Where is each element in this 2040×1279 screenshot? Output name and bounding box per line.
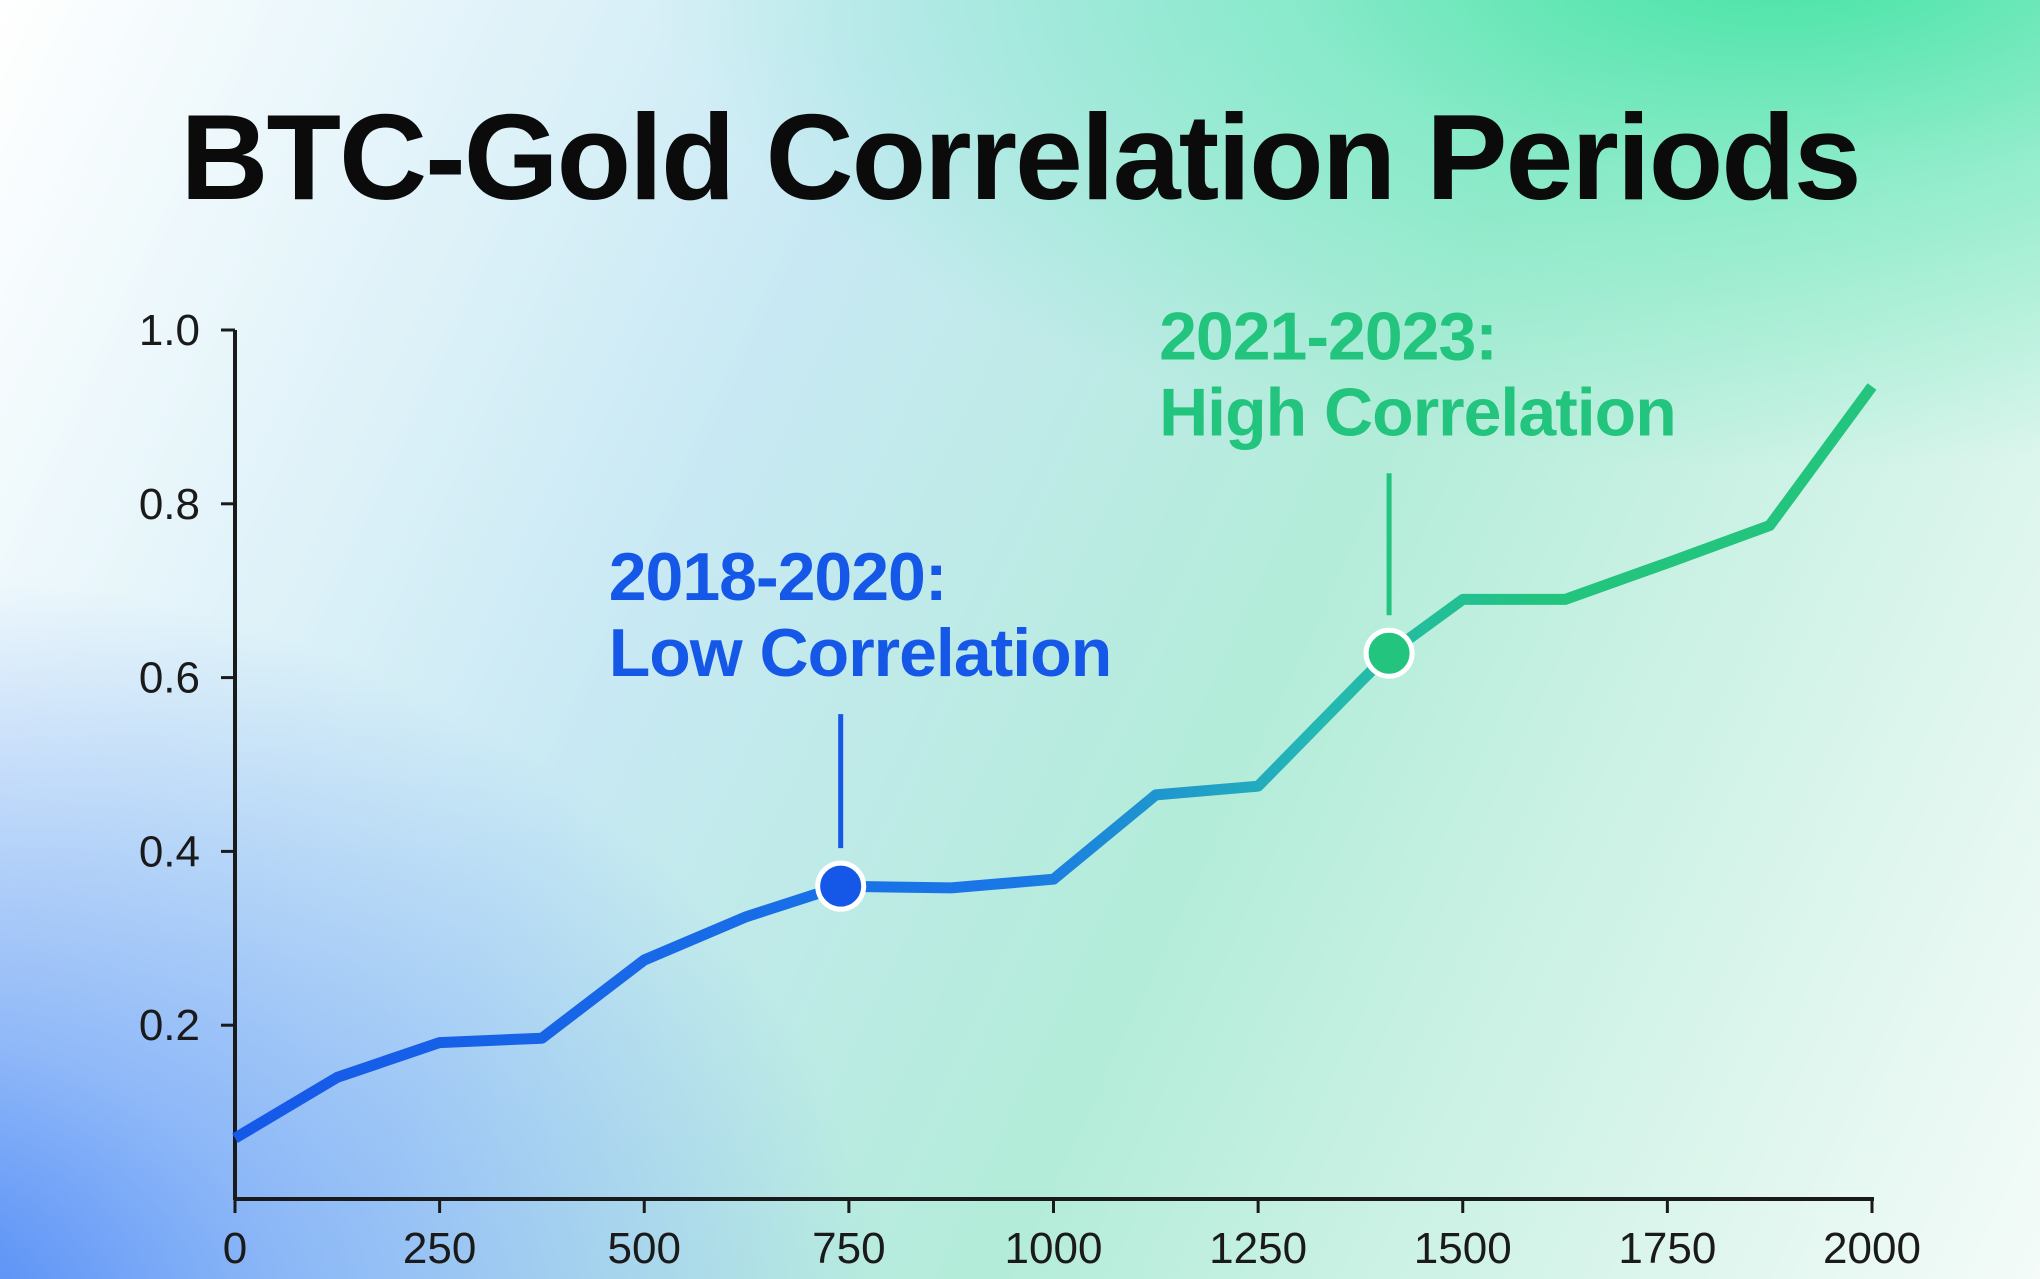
annotation-label: Low Correlation	[609, 615, 1112, 691]
y-tick-label: 1.0	[139, 306, 200, 355]
x-tick-label: 250	[403, 1224, 476, 1273]
series-layer	[232, 383, 1877, 1143]
y-tick-label: 0.6	[139, 654, 200, 703]
chart-title: BTC-Gold Correlation Periods	[180, 89, 1861, 225]
annotation-period: 2018-2020:	[609, 539, 947, 615]
x-tick-label: 1250	[1209, 1224, 1307, 1273]
y-tick-label: 0.4	[139, 827, 200, 876]
x-tick-label: 1000	[1005, 1224, 1103, 1273]
x-tick-label: 750	[812, 1224, 885, 1273]
annotation-layer: 2018-2020:Low Correlation 2021-2023:High …	[609, 298, 1677, 912]
x-tick-label: 500	[608, 1224, 681, 1273]
axes: 0.2 0.4 0.6 0.8 1.0 0 250 500 750 1000 1250 1500 175…	[139, 306, 1921, 1273]
y-tick-label: 0.8	[139, 480, 200, 529]
annotation-marker	[815, 860, 867, 912]
x-tick-label: 1750	[1618, 1224, 1716, 1273]
series-line	[232, 383, 1877, 1143]
y-tick-label: 0.2	[139, 1001, 200, 1050]
x-tick-label: 0	[223, 1224, 247, 1273]
x-tick-label: 2000	[1823, 1224, 1921, 1273]
annotation-marker	[1363, 627, 1415, 679]
x-tick-label: 1500	[1414, 1224, 1512, 1273]
annotation-label: High Correlation	[1159, 374, 1676, 450]
annotation-period: 2021-2023:	[1159, 298, 1497, 374]
